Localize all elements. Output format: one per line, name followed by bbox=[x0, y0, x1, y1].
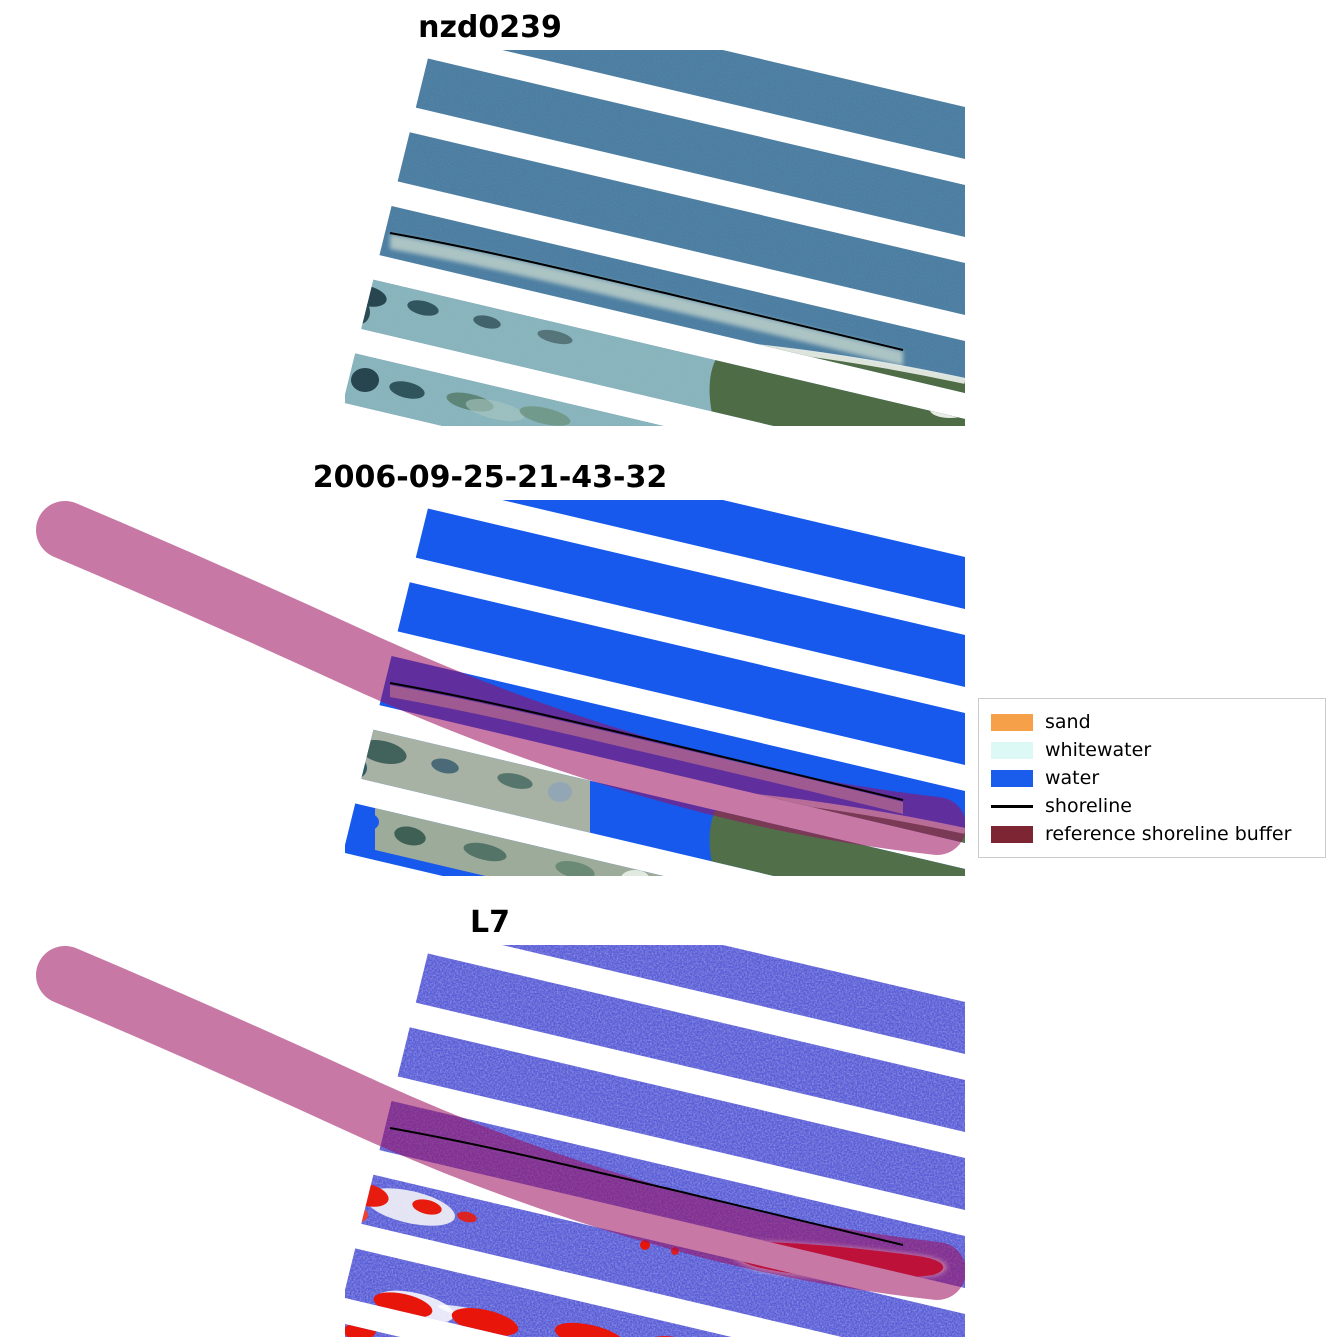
whitewater-swatch bbox=[991, 741, 1033, 759]
l7-index-image bbox=[36, 945, 965, 1337]
legend-label-reference-shoreline-buffer: reference shoreline buffer bbox=[1045, 823, 1292, 845]
reef-blobs bbox=[347, 285, 573, 426]
legend-label-sand: sand bbox=[1045, 711, 1091, 733]
panel-classification: 2006-09-25-21-43-32 bbox=[15, 458, 965, 876]
beach-strip bbox=[390, 234, 903, 366]
panel-l7-title: L7 bbox=[470, 905, 510, 940]
panel-rgb: nzd0239 bbox=[15, 8, 965, 426]
reference-shoreline-buffer-swatch bbox=[991, 825, 1033, 843]
legend-label-shoreline: shoreline bbox=[1045, 795, 1132, 817]
reference-shoreline-buffer-band bbox=[36, 501, 965, 855]
shoreline-line bbox=[389, 232, 904, 351]
legend-label-water: water bbox=[1045, 767, 1100, 789]
scan-stripes bbox=[345, 50, 965, 426]
shoreline-line bbox=[389, 682, 904, 801]
panel-classification-title: 2006-09-25-21-43-32 bbox=[312, 460, 668, 495]
legend-item-sand: sand bbox=[991, 708, 1313, 736]
legend-item-whitewater: whitewater bbox=[991, 736, 1313, 764]
shoreline-line bbox=[389, 1127, 904, 1246]
shoreline-line-swatch bbox=[991, 804, 1033, 808]
legend: sand whitewater water shoreline referenc… bbox=[978, 698, 1326, 858]
legend-item-water: water bbox=[991, 764, 1313, 792]
sand-swatch bbox=[991, 713, 1033, 731]
panel-rgb-title: nzd0239 bbox=[418, 10, 562, 45]
water-swatch bbox=[991, 769, 1033, 787]
classification-image bbox=[36, 500, 965, 876]
legend-item-reference-shoreline-buffer: reference shoreline buffer bbox=[991, 820, 1313, 848]
image-swath bbox=[345, 50, 965, 426]
panel-l7: L7 bbox=[15, 903, 965, 1337]
reference-shoreline-buffer-band bbox=[36, 946, 965, 1300]
satellite-rgb-image bbox=[345, 50, 965, 426]
legend-item-shoreline: shoreline bbox=[991, 792, 1313, 820]
legend-label-whitewater: whitewater bbox=[1045, 739, 1152, 761]
